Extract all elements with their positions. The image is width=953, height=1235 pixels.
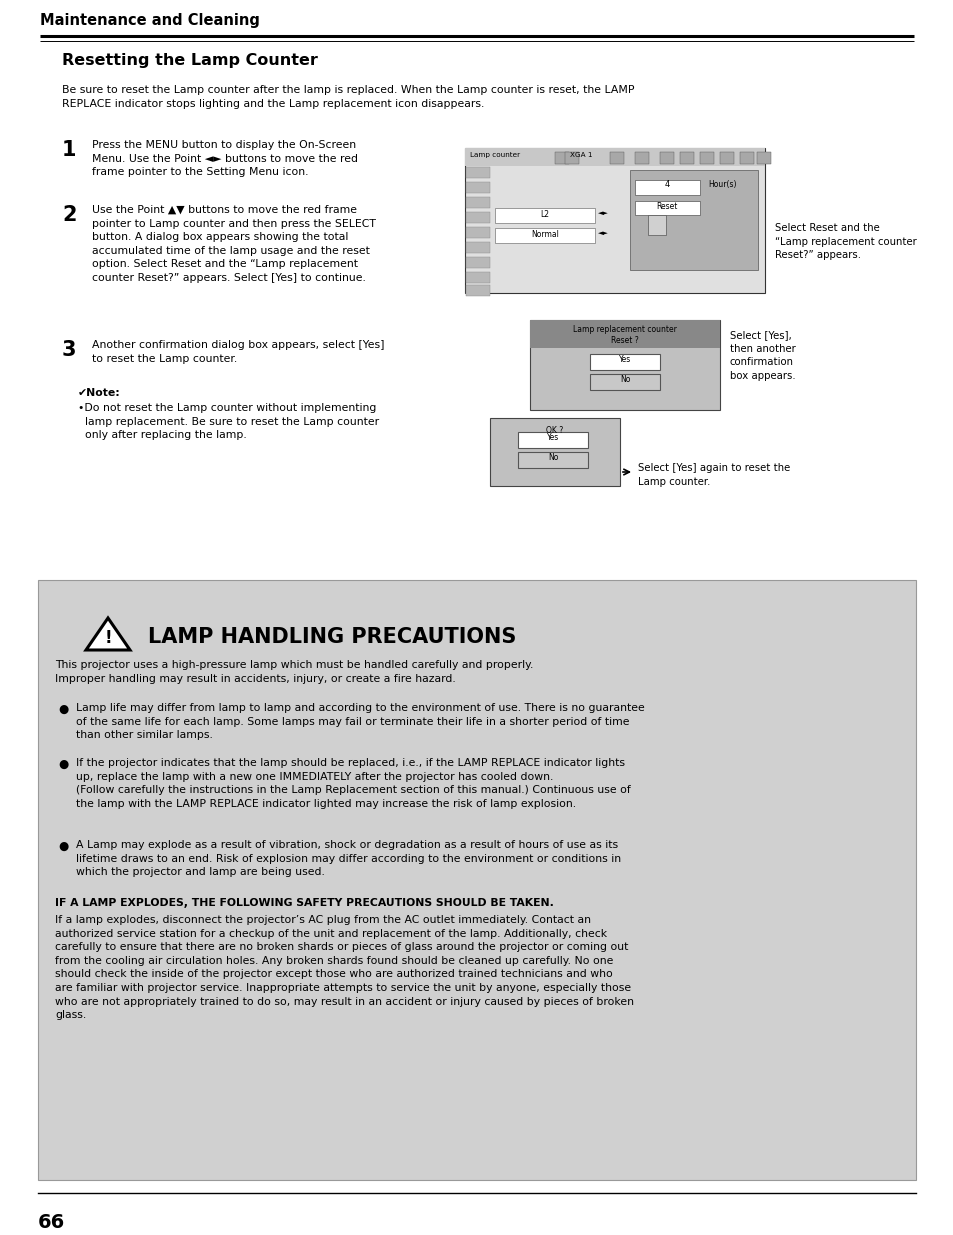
Text: Yes: Yes	[546, 433, 558, 442]
Bar	[495, 207, 595, 224]
Text: Use the Point ▲▼ buttons to move the red frame
pointer to Lamp counter and then : Use the Point ▲▼ buttons to move the red…	[91, 205, 375, 283]
Text: Yes: Yes	[618, 354, 631, 364]
Text: 3: 3	[62, 340, 76, 359]
Bar	[589, 374, 659, 390]
Text: Maintenance and Cleaning: Maintenance and Cleaning	[40, 14, 259, 28]
Text: If the projector indicates that the lamp should be replaced, i.e., if the LAMP R: If the projector indicates that the lamp…	[76, 758, 630, 809]
Bar	[517, 432, 587, 448]
Text: Reset: Reset	[656, 203, 677, 211]
Bar	[465, 227, 490, 238]
Bar	[679, 152, 693, 164]
Text: XGA 1: XGA 1	[569, 152, 592, 158]
Bar	[38, 580, 915, 1179]
Bar	[517, 452, 587, 468]
Bar	[647, 215, 665, 235]
Text: •Do not reset the Lamp counter without implementing
  lamp replacement. Be sure : •Do not reset the Lamp counter without i…	[78, 403, 378, 440]
Text: Select [Yes] again to reset the
Lamp counter.: Select [Yes] again to reset the Lamp cou…	[638, 463, 789, 487]
Bar	[757, 152, 770, 164]
Text: 2: 2	[62, 205, 76, 225]
Text: ◄►: ◄►	[598, 210, 608, 216]
Bar	[555, 152, 568, 164]
Text: No: No	[547, 453, 558, 462]
Bar	[464, 148, 764, 293]
Text: L2: L2	[540, 210, 549, 219]
Bar	[635, 152, 648, 164]
Bar	[720, 152, 733, 164]
Text: ◄►: ◄►	[598, 230, 608, 236]
Text: Hour(s): Hour(s)	[707, 180, 736, 189]
Text: 66: 66	[38, 1213, 65, 1233]
Bar	[635, 180, 700, 195]
Bar	[465, 242, 490, 253]
Bar	[629, 170, 758, 270]
Text: Select [Yes],
then another
confirmation
box appears.: Select [Yes], then another confirmation …	[729, 330, 795, 380]
Bar	[465, 167, 490, 178]
Text: Resetting the Lamp Counter: Resetting the Lamp Counter	[62, 53, 317, 68]
Bar	[609, 152, 623, 164]
Polygon shape	[86, 618, 130, 650]
Bar	[465, 285, 490, 296]
Bar	[659, 152, 673, 164]
Text: Lamp life may differ from lamp to lamp and according to the environment of use. : Lamp life may differ from lamp to lamp a…	[76, 703, 644, 740]
Text: This projector uses a high-pressure lamp which must be handled carefully and pro: This projector uses a high-pressure lamp…	[55, 659, 533, 684]
Text: LAMP HANDLING PRECAUTIONS: LAMP HANDLING PRECAUTIONS	[148, 627, 516, 647]
Text: ●: ●	[58, 758, 69, 771]
Bar	[589, 354, 659, 370]
Text: If a lamp explodes, disconnect the projector’s AC plug from the AC outlet immedi: If a lamp explodes, disconnect the proje…	[55, 915, 634, 1020]
Bar	[530, 320, 720, 410]
Text: Be sure to reset the Lamp counter after the lamp is replaced. When the Lamp coun: Be sure to reset the Lamp counter after …	[62, 85, 634, 109]
Text: !: !	[104, 629, 112, 647]
Bar	[564, 152, 578, 164]
Text: Lamp counter: Lamp counter	[470, 152, 519, 158]
Text: ●: ●	[58, 840, 69, 853]
Text: Press the MENU button to display the On-Screen
Menu. Use the Point ◄► buttons to: Press the MENU button to display the On-…	[91, 140, 357, 177]
Text: Normal: Normal	[531, 230, 558, 240]
Text: 1: 1	[62, 140, 76, 161]
Text: ●: ●	[58, 703, 69, 716]
Text: Lamp replacement counter: Lamp replacement counter	[573, 325, 677, 333]
Bar	[465, 212, 490, 224]
Bar	[465, 198, 490, 207]
Bar	[464, 148, 764, 165]
Text: No: No	[619, 375, 630, 384]
Text: A Lamp may explode as a result of vibration, shock or degradation as a result of: A Lamp may explode as a result of vibrat…	[76, 840, 620, 877]
Bar	[465, 272, 490, 283]
Bar	[530, 320, 720, 348]
Text: 4: 4	[663, 180, 669, 189]
Bar	[700, 152, 713, 164]
Text: OK ?: OK ?	[546, 426, 563, 435]
Bar	[635, 201, 700, 215]
Text: IF A LAMP EXPLODES, THE FOLLOWING SAFETY PRECAUTIONS SHOULD BE TAKEN.: IF A LAMP EXPLODES, THE FOLLOWING SAFETY…	[55, 898, 554, 908]
Text: Select Reset and the
“Lamp replacement counter
Reset?” appears.: Select Reset and the “Lamp replacement c…	[774, 224, 916, 261]
Text: ✔Note:: ✔Note:	[78, 388, 121, 398]
Text: Another confirmation dialog box appears, select [Yes]
to reset the Lamp counter.: Another confirmation dialog box appears,…	[91, 340, 384, 363]
Text: Reset ?: Reset ?	[611, 336, 639, 345]
Bar	[465, 257, 490, 268]
Bar	[495, 228, 595, 243]
Bar	[490, 417, 619, 487]
Bar	[465, 182, 490, 193]
Bar	[740, 152, 753, 164]
